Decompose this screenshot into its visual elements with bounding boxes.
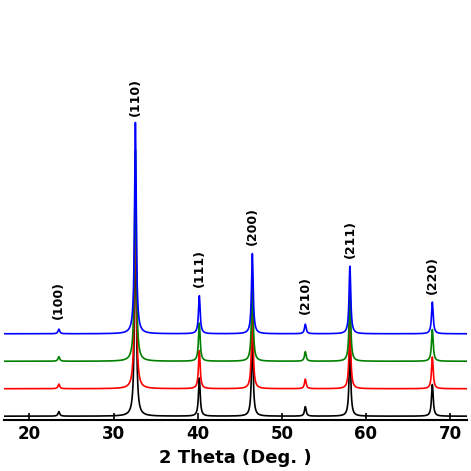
Text: (200): (200) <box>246 207 259 245</box>
Text: (211): (211) <box>343 219 357 258</box>
Text: (100): (100) <box>52 281 65 318</box>
Text: (220): (220) <box>426 256 439 293</box>
Text: (210): (210) <box>299 276 312 314</box>
X-axis label: 2 Theta (Deg. ): 2 Theta (Deg. ) <box>159 449 312 467</box>
Text: (111): (111) <box>193 249 206 287</box>
Text: (110): (110) <box>129 78 142 116</box>
